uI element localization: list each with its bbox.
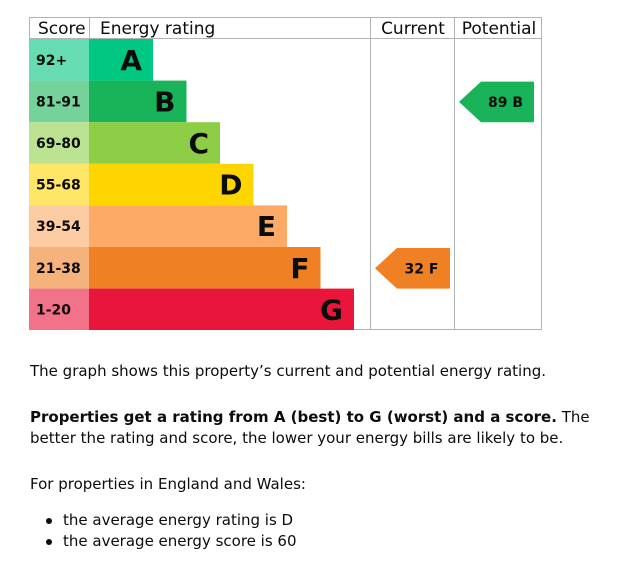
- rating-explanation-text: Properties get a rating from A (best) to…: [30, 407, 590, 449]
- list-item-average-score: the average energy score is 60: [30, 531, 297, 552]
- band-a-bar: [89, 39, 153, 81]
- header-energy-rating: Energy rating: [100, 19, 215, 39]
- band-a-letter: A: [120, 44, 142, 77]
- region-intro-text: For properties in England and Wales:: [30, 475, 306, 493]
- band-f-range: 21-38: [36, 261, 81, 277]
- band-d-bar: [89, 163, 254, 206]
- average-list: the average energy rating is D the avera…: [30, 510, 297, 552]
- list-item-average-rating: the average energy rating is D: [30, 510, 297, 531]
- band-b-letter: B: [154, 85, 175, 118]
- band-f: 21-38 F: [29, 247, 321, 289]
- header-potential: Potential: [462, 19, 536, 39]
- band-c-range: 69-80: [36, 136, 81, 152]
- band-e-bar: [89, 205, 287, 247]
- band-a: 92+ A: [29, 39, 153, 81]
- rating-explanation: Properties get a rating from A (best) to…: [30, 407, 590, 449]
- band-e-letter: E: [257, 210, 276, 243]
- potential-rating-arrow: 89 B: [459, 81, 534, 123]
- graph-description: The graph shows this property’s current …: [30, 361, 590, 382]
- band-b-bar: [89, 80, 187, 123]
- rating-arrows: 32 F 89 B: [375, 81, 534, 289]
- potential-arrow-label: 89 B: [488, 95, 523, 111]
- band-b-score-cell: [29, 80, 89, 123]
- rating-explanation-rest: The better the rating and score, the low…: [30, 408, 590, 447]
- current-arrow-shape: [375, 248, 450, 289]
- band-d: 55-68 D: [29, 163, 254, 206]
- graph-description-text: The graph shows this property’s current …: [30, 362, 546, 380]
- potential-arrow-shape: [459, 81, 534, 123]
- band-e: 39-54 E: [29, 205, 287, 247]
- band-b-range: 81-91: [36, 94, 81, 110]
- band-g-bar: [89, 288, 354, 330]
- band-d-score-cell: [29, 163, 89, 206]
- header-current: Current: [381, 19, 445, 39]
- band-c-letter: C: [188, 127, 209, 160]
- band-e-range: 39-54: [36, 219, 81, 235]
- band-c-bar: [89, 122, 220, 164]
- current-arrow-label: 32 F: [405, 261, 439, 277]
- current-rating-arrow: 32 F: [375, 248, 450, 289]
- band-c-score-cell: [29, 122, 89, 164]
- band-g: 1-20 G: [29, 288, 354, 330]
- band-g-letter: G: [320, 293, 343, 326]
- band-c: 69-80 C: [29, 122, 220, 164]
- band-d-letter: D: [219, 169, 242, 202]
- rating-bands: 92+ A 81-91 B 69-80 C 55-68 D 39-54 E 21-38 F 1-20 G: [29, 39, 354, 330]
- band-g-range: 1-20: [36, 302, 71, 318]
- band-f-bar: [89, 247, 321, 289]
- band-e-score-cell: [29, 205, 89, 247]
- band-b: 81-91 B: [29, 80, 187, 123]
- band-d-range: 55-68: [36, 178, 81, 194]
- band-a-score-cell: [29, 39, 89, 81]
- energy-rating-chart: Score Energy rating Current Potential 92…: [29, 17, 542, 330]
- chart-grid: [29, 17, 542, 330]
- band-f-letter: F: [290, 252, 309, 285]
- band-a-range: 92+: [36, 53, 67, 69]
- band-g-score-cell: [29, 288, 89, 330]
- band-f-score-cell: [29, 247, 89, 289]
- region-intro: For properties in England and Wales:: [30, 474, 590, 495]
- header-score: Score: [38, 19, 86, 39]
- rating-explanation-bold: Properties get a rating from A (best) to…: [30, 408, 557, 426]
